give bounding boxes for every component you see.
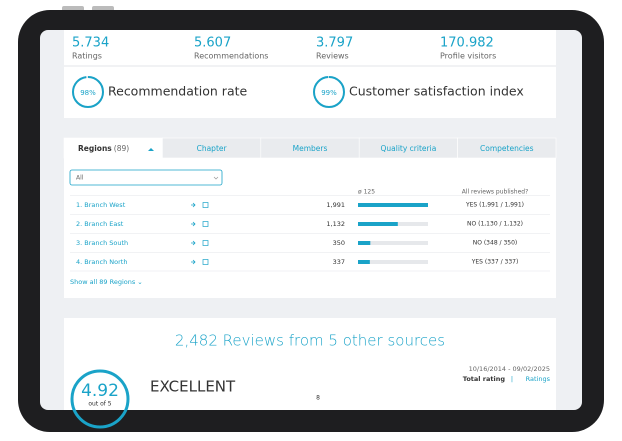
- row-name[interactable]: 3. Branch South: [76, 239, 128, 247]
- bar: [358, 203, 428, 207]
- score-scale: out of 5: [88, 401, 111, 408]
- chart-axis-label: 8: [316, 395, 320, 402]
- show-all-link[interactable]: Show all 89 Regions ⌄: [70, 278, 143, 286]
- sources-title: 2,482 Reviews from 5 other sources: [175, 332, 445, 350]
- tab-caret: [148, 148, 154, 151]
- stat-value: 5.734: [72, 36, 109, 51]
- edit-icon[interactable]: [202, 221, 209, 227]
- row-name[interactable]: 2. Branch East: [76, 220, 124, 228]
- bar-track: [358, 241, 428, 245]
- row-published: NO (1,130 / 1,132): [467, 221, 523, 228]
- bar: [358, 260, 370, 264]
- edit-icon[interactable]: [202, 240, 209, 246]
- column-header: All reviews published?: [462, 189, 529, 196]
- score-ring: [70, 369, 130, 429]
- ring-label: 99%: [321, 89, 337, 97]
- total-rating: Total rating: [463, 375, 506, 383]
- row-published: YES (1,991 / 1,991): [465, 202, 524, 209]
- tab[interactable]: [457, 137, 557, 159]
- stat-value: 3.797: [316, 36, 353, 51]
- tab-label: Quality criteria: [381, 144, 437, 153]
- bar: [358, 222, 398, 226]
- bar: [358, 241, 371, 245]
- login-icon[interactable]: [191, 202, 196, 208]
- filter-value: All: [76, 175, 84, 182]
- period: 10/16/2014 - 09/02/2025: [469, 365, 550, 373]
- table-card: [64, 138, 556, 298]
- stat-value: 5.607: [194, 36, 231, 51]
- row-count: 337: [333, 258, 345, 266]
- row-published: NO (348 / 350): [473, 240, 518, 247]
- login-icon[interactable]: [191, 259, 196, 265]
- select-chevron: [213, 176, 219, 180]
- row-name[interactable]: 4. Branch North: [76, 258, 127, 266]
- rate-label: Customer satisfaction index: [349, 84, 524, 99]
- login-icon[interactable]: [191, 221, 196, 227]
- verdict: EXCELLENT: [150, 378, 236, 396]
- stat-label: Recommendations: [194, 52, 268, 61]
- edit-icon[interactable]: [202, 259, 209, 265]
- ring-label: 98%: [80, 89, 96, 97]
- row-count: 1,132: [326, 220, 345, 228]
- row-name[interactable]: 1. Branch West: [76, 201, 126, 209]
- tab-label: Chapter: [197, 144, 228, 153]
- tab-count: (89): [114, 144, 129, 153]
- sources-card: [64, 318, 556, 410]
- tab-label: Members: [293, 144, 328, 153]
- row-published: YES (337 / 337): [471, 259, 519, 266]
- stat-label: Reviews: [316, 52, 349, 61]
- filter-select[interactable]: [69, 169, 223, 186]
- edit-icon[interactable]: [202, 202, 209, 208]
- score: 4.92: [81, 381, 119, 401]
- column-header: ø 125: [358, 189, 375, 196]
- rate-label: Recommendation rate: [108, 84, 248, 99]
- separator: |: [511, 375, 513, 383]
- stat-value: 170.982: [440, 36, 494, 51]
- ratings-link[interactable]: Ratings: [526, 375, 551, 383]
- bar-track: [358, 260, 428, 264]
- row-count: 350: [333, 239, 345, 247]
- login-icon[interactable]: [191, 240, 196, 246]
- tab-label: Competencies: [480, 144, 534, 153]
- stats-card: [64, 30, 556, 118]
- stat-label: Ratings: [72, 52, 102, 61]
- row-count: 1,991: [326, 201, 345, 209]
- tab-label: Regions: [78, 144, 112, 153]
- stat-label: Profile visitors: [440, 52, 496, 61]
- ring-arc: [72, 76, 104, 108]
- ring-arc: [313, 76, 345, 108]
